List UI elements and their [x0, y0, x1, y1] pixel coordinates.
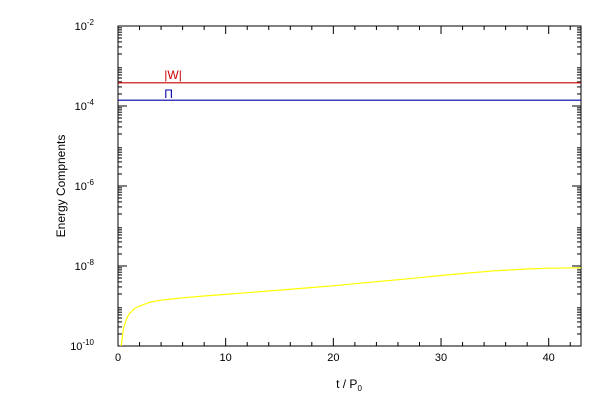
series-line-2	[120, 267, 582, 347]
y-tick-label-base: 10	[75, 21, 87, 33]
y-tick-label-exponent: -6	[87, 178, 95, 187]
y-tick-label-exponent: -8	[87, 258, 95, 267]
plot-frame	[117, 25, 582, 347]
y-tick-label-exponent: -2	[87, 18, 95, 27]
y-tick-label-base: 10	[75, 261, 87, 273]
series-label-1: Π	[164, 87, 173, 101]
y-tick-label-base: 10	[75, 181, 87, 193]
x-axis-title: t / P0	[336, 377, 362, 393]
y-tick-label-exponent: -10	[82, 338, 94, 347]
y-tick-label: 10-2	[75, 18, 95, 33]
x-tick-label: 0	[115, 352, 121, 364]
x-axis-title-main: t / P	[336, 377, 357, 391]
x-tick-label: 20	[327, 352, 339, 364]
x-tick-label: 30	[435, 352, 447, 364]
y-tick-label: 10-6	[75, 178, 95, 193]
y-tick-label-exponent: -4	[87, 98, 95, 107]
x-axis-ticks: 0 10 20 30 40	[115, 26, 571, 364]
x-axis-title-sub: 0	[357, 384, 362, 393]
y-axis-title: Energy Compnents	[54, 135, 68, 238]
y-tick-label: 10-10	[70, 338, 94, 353]
series-label-0: |W|	[164, 68, 182, 82]
x-tick-label: 40	[543, 352, 555, 364]
y-tick-label: 10-4	[75, 98, 95, 113]
y-tick-label: 10-8	[75, 258, 95, 273]
y-tick-label-base: 10	[75, 101, 87, 113]
series-layer: |W| Π	[118, 68, 582, 347]
x-tick-label: 10	[220, 352, 232, 364]
y-tick-label-base: 10	[70, 341, 82, 353]
